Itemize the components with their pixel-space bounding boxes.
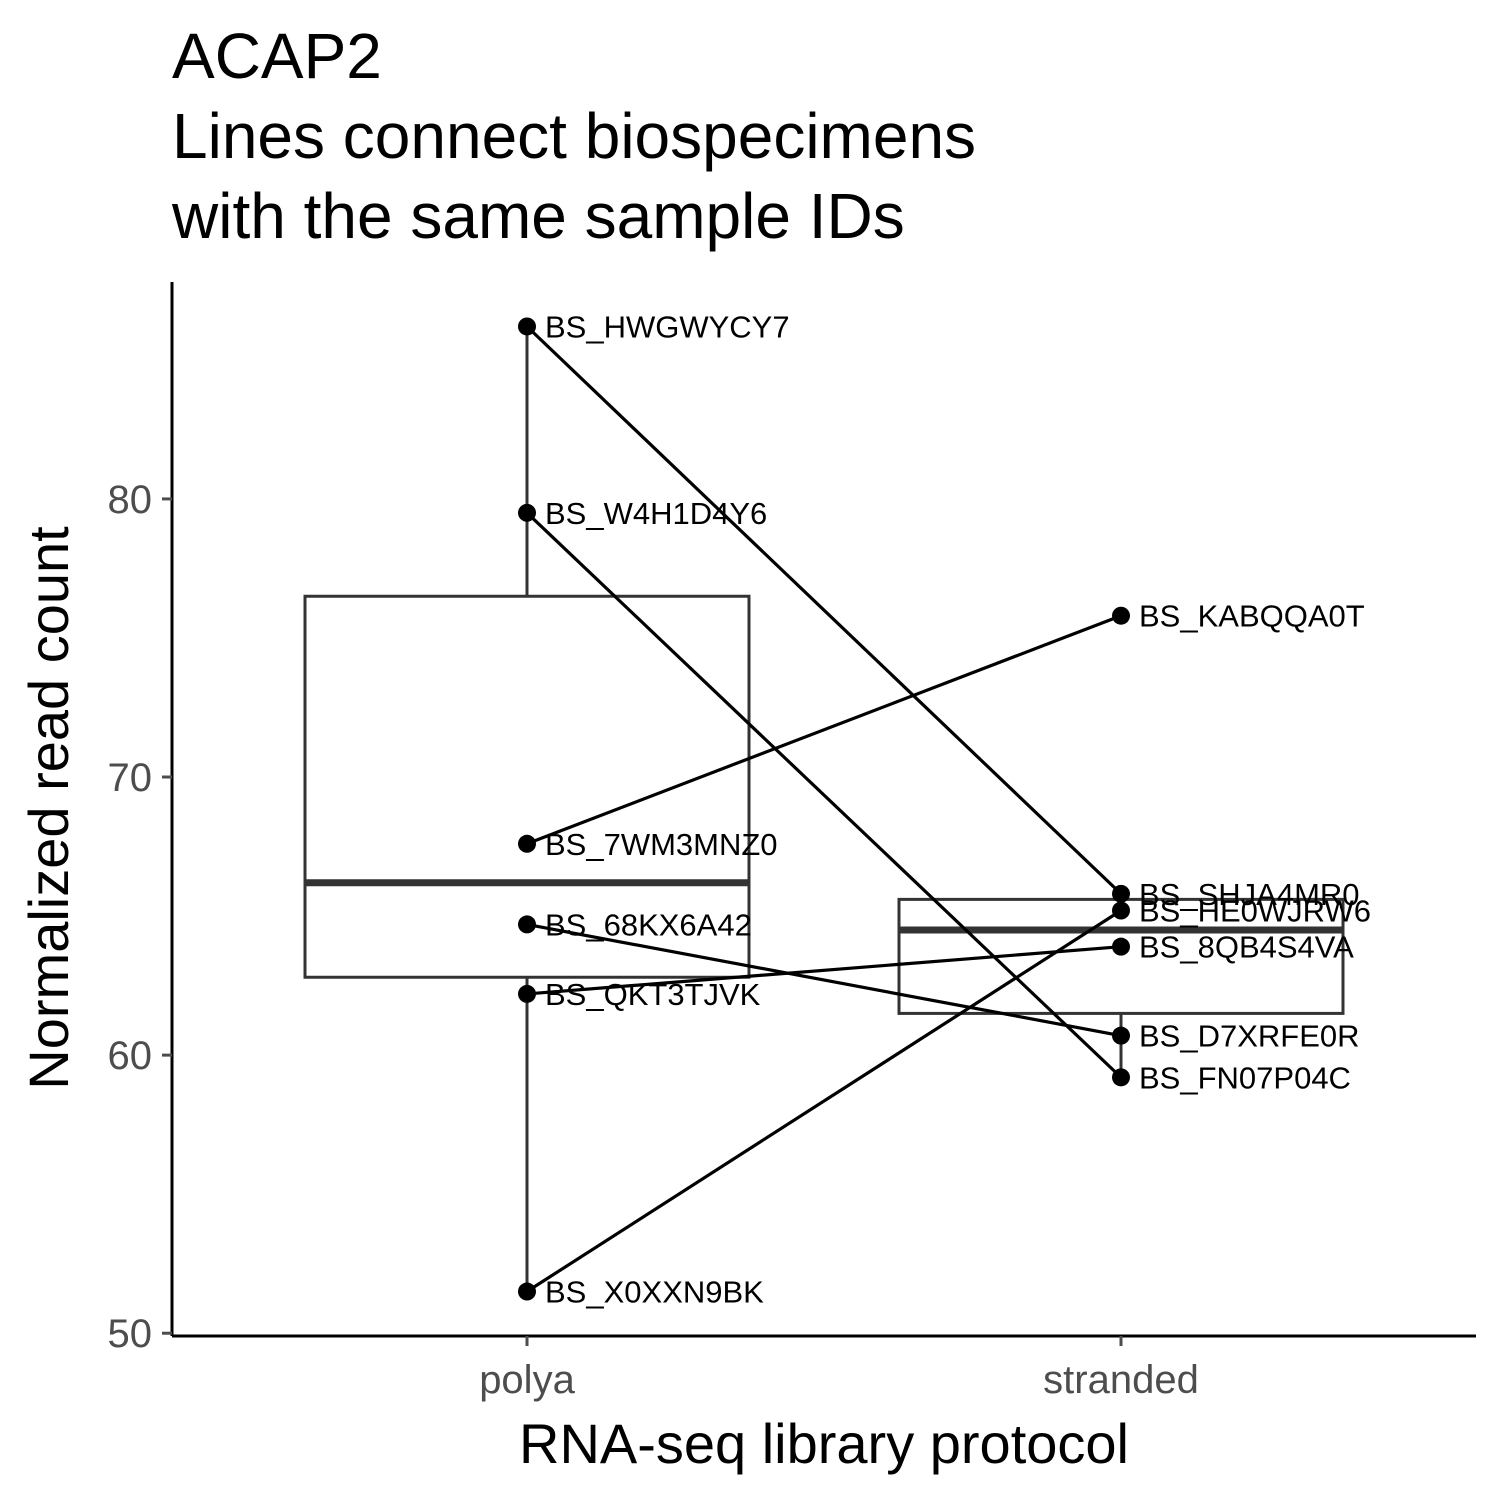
data-point-label: BS_W4H1D4Y6: [545, 496, 767, 531]
connection-line: [526, 922, 1122, 1038]
data-point: [1112, 606, 1130, 625]
axes: 50 60 70 80 polya stranded: [108, 282, 1476, 1402]
data-point-label: BS_68KX6A42: [545, 907, 752, 942]
plot-area: BS_HWGWYCY7 BS_W4H1D4Y6 BS_7WM3MNZ0 BS_68KX…: [303, 309, 1371, 1310]
chart-title: ACAP2 Lines connect biospecimens with th…: [171, 20, 976, 252]
connection-lines: [525, 325, 1123, 1293]
data-point-label: BS_8QB4S4VA: [1139, 930, 1354, 965]
data-point-label: BS_7WM3MNZ0: [545, 827, 778, 862]
y-tick-label: 60: [108, 1034, 153, 1078]
chart-title-line-1: ACAP2: [172, 20, 382, 92]
data-point: [518, 1282, 536, 1301]
x-tick-label: polya: [479, 1358, 575, 1402]
connection-line: [526, 909, 1122, 1293]
data-point-label: BS_KABQQA0T: [1139, 599, 1365, 634]
connection-line: [525, 511, 1123, 1079]
data-point-label: BS_SHJA4MR0: [1139, 877, 1360, 912]
data-point-label: BS_HE0WJRW6: [1139, 894, 1371, 929]
data-point-label: BS_D7XRFE0R: [1139, 1019, 1360, 1054]
connection-line: [526, 614, 1122, 846]
data-point: [518, 984, 536, 1003]
y-tick-label: 70: [108, 756, 153, 800]
data-point: [518, 834, 536, 853]
boxplot-polya: [303, 326, 751, 1292]
data-point-label: BS_HWGWYCY7: [545, 309, 790, 344]
data-point: [518, 503, 536, 522]
data-point: [518, 317, 536, 336]
connection-line: [526, 945, 1122, 996]
y-tick-label: 80: [108, 478, 153, 522]
x-tick-label: stranded: [1043, 1358, 1199, 1402]
data-point: [1112, 1026, 1130, 1045]
data-point: [1112, 1068, 1130, 1087]
y-tick-label: 50: [108, 1312, 153, 1356]
chart-title-line-2: Lines connect biospecimens: [172, 100, 976, 172]
data-point-label: BS_X0XXN9BK: [545, 1275, 764, 1310]
data-point-label: BS_FN07P04C: [1139, 1060, 1351, 1095]
connection-line: [525, 325, 1123, 895]
data-point: [1112, 884, 1130, 903]
chart-title-line-3: with the same sample IDs: [171, 180, 905, 252]
x-axis-title: RNA-seq library protocol: [519, 1412, 1129, 1475]
data-point: [1112, 937, 1130, 956]
box-iqr: [303, 594, 751, 979]
data-point: [1112, 901, 1130, 920]
data-points: BS_HWGWYCY7 BS_W4H1D4Y6 BS_7WM3MNZ0 BS_68KX…: [518, 309, 1371, 1310]
data-point-label: BS_QKT3TJVK: [545, 977, 761, 1012]
data-point: [518, 915, 536, 934]
y-axis-title: Normalized read count: [17, 526, 80, 1090]
